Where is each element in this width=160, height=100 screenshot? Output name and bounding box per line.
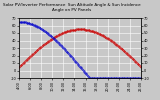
Text: Solar PV/Inverter Performance  Sun Altitude Angle & Sun Incidence Angle on PV Pa: Solar PV/Inverter Performance Sun Altitu… — [3, 3, 141, 12]
